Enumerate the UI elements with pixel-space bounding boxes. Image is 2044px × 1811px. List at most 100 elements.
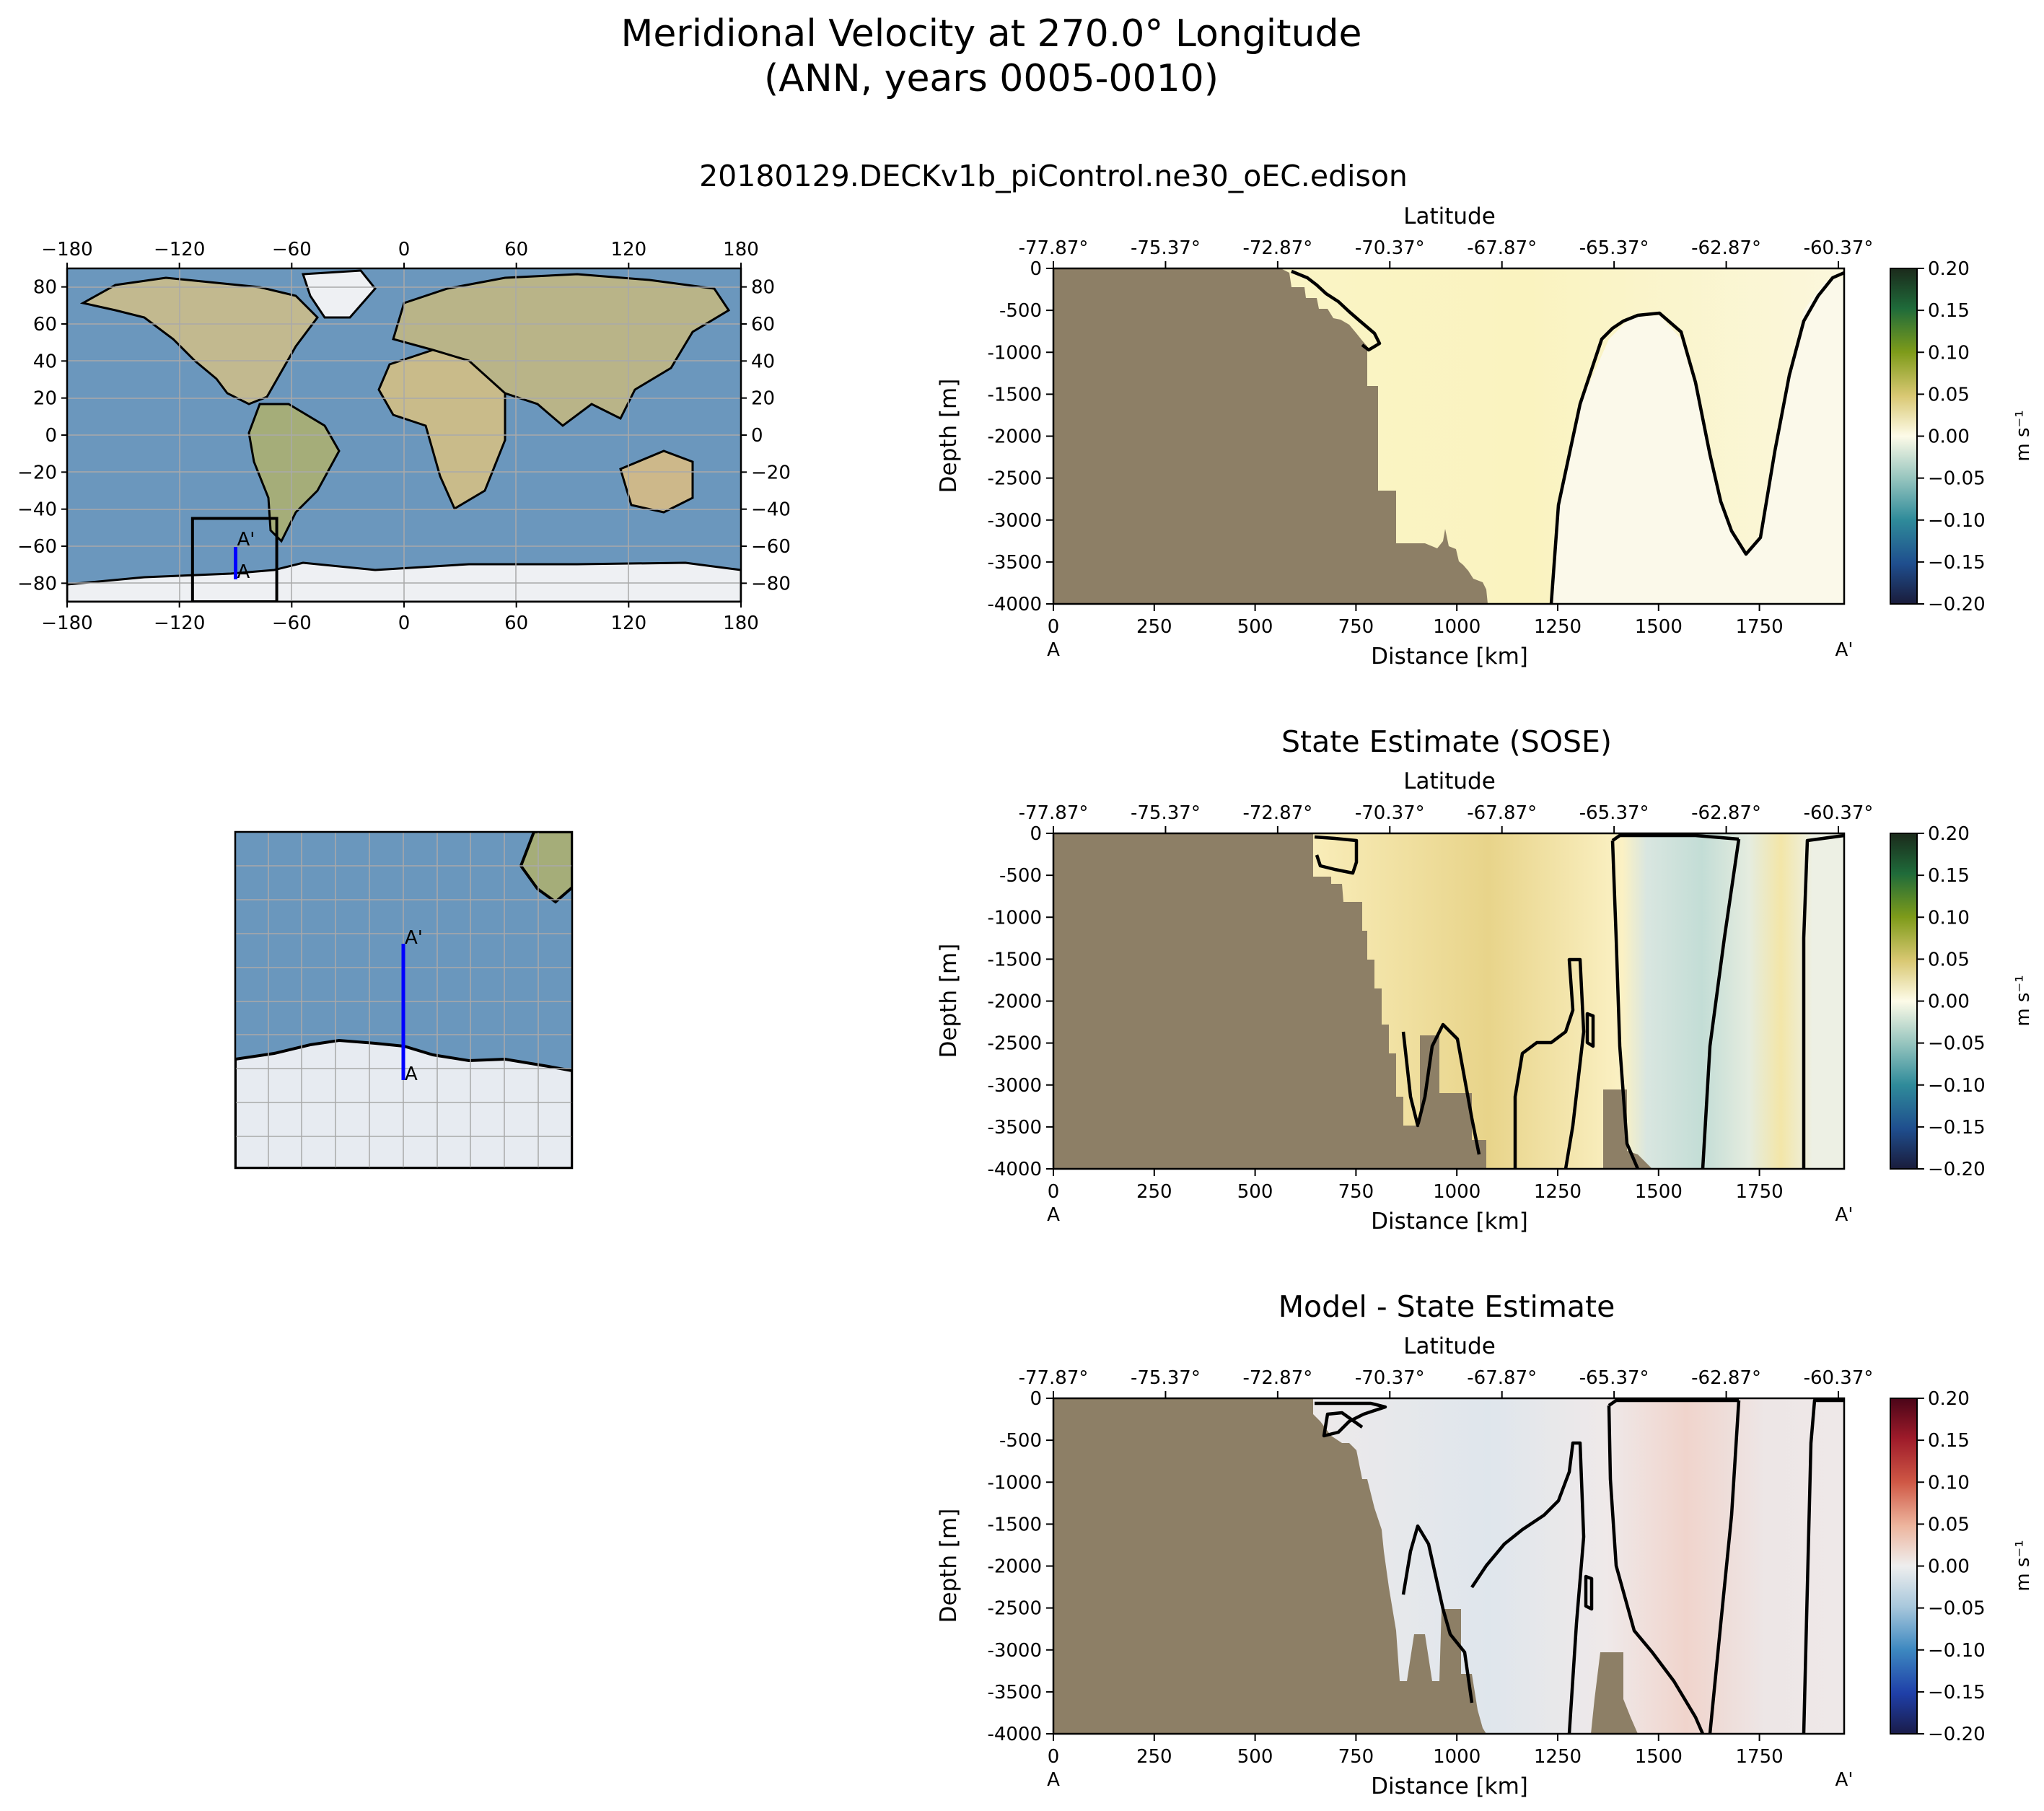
- map-y-tick-label-left: −40: [17, 499, 57, 521]
- panel-data-area: [1053, 1398, 1844, 1735]
- lat-tick-label: -77.87°: [1019, 802, 1089, 824]
- contour-central-blob: [1584, 1574, 1594, 1611]
- map-x-tick-label-bottom: −180: [41, 613, 92, 634]
- lat-tick-label: -67.87°: [1467, 237, 1537, 259]
- contour-front-east: [1708, 1400, 1741, 1735]
- colorbar-tick-label: −0.10: [1928, 1075, 1986, 1097]
- contour-east: [1802, 1398, 1844, 1735]
- y-tick-label: -2500: [987, 1033, 1042, 1055]
- panel-colorbar: 0.20 0.15 0.10 0.05 0.00 −0.05 −0.10 −0.15 −0.20…: [1890, 1388, 2034, 1745]
- map-x-tick-label-bottom: 60: [504, 613, 528, 634]
- panel-colorbar: 0.20 0.15 0.10 0.05 0.00 −0.05 −0.10 −0.15 −0.20…: [1890, 258, 2034, 615]
- contour-front-east: [1701, 838, 1741, 1170]
- panel-ylabel: Depth [m]: [936, 944, 962, 1058]
- colorbar-tick-label: 0.15: [1928, 1430, 1970, 1452]
- y-tick-label: -4000: [987, 594, 1042, 615]
- panel-y-ticks: 0 -500 -1000 -1500 -2000 -2500 -3000 -3500 -4000: [987, 1388, 1053, 1745]
- lat-tick-label: -62.87°: [1691, 1367, 1761, 1389]
- panel-x-ticks: 0 250 500 750 1000 1250 1500 1750: [1048, 1169, 1784, 1203]
- x-tick-label: 1500: [1635, 1746, 1683, 1768]
- colorbar-ticks: 0.20 0.15 0.10 0.05 0.00 −0.05 −0.10 −0.15 −0.20: [1917, 1388, 1986, 1745]
- colorbar-tick-label: 0.20: [1928, 1388, 1970, 1410]
- x-tick-label: 1000: [1433, 1181, 1481, 1203]
- panel-contours: [1314, 833, 1845, 1170]
- contour-deep-west: [1401, 1524, 1474, 1703]
- map-y-tick-label-left: 60: [33, 314, 57, 336]
- x-tick-label: 1000: [1433, 616, 1481, 638]
- global-transect-label-start: A: [237, 561, 250, 583]
- y-tick-label: -3500: [987, 1117, 1042, 1139]
- map-y-tick-label-right: −20: [751, 462, 791, 483]
- lat-tick-label: -62.87°: [1691, 802, 1761, 824]
- x-tick-label: 500: [1237, 1746, 1273, 1768]
- colorbar-tick-label: 0.00: [1928, 1556, 1970, 1578]
- map-x-tick-label-bottom: 120: [611, 613, 647, 634]
- contour-front-top: [1611, 833, 1740, 842]
- colorbar-tick-label: −0.05: [1928, 468, 1986, 490]
- contour-shelf: [1314, 835, 1359, 875]
- map-y-tick-label-left: 80: [33, 277, 57, 299]
- y-tick-label: -2500: [987, 468, 1042, 490]
- lat-tick-label: -70.37°: [1355, 1367, 1425, 1389]
- map-y-tick-label-left: 20: [33, 388, 57, 410]
- contour-central: [1513, 957, 1586, 1170]
- map-x-tick-label-top: 120: [611, 239, 647, 260]
- contour-mid-basin: [1401, 1022, 1481, 1155]
- lat-tick-label: -70.37°: [1355, 237, 1425, 259]
- y-tick-label: -4000: [987, 1724, 1042, 1745]
- colorbar-tick-label: 0.20: [1928, 823, 1970, 845]
- y-tick-label: -1000: [987, 342, 1042, 364]
- x-tick-label: 1500: [1635, 1181, 1683, 1203]
- colorbar-ticks: 0.20 0.15 0.10 0.05 0.00 −0.05 −0.10 −0.15 −0.20: [1917, 258, 1986, 615]
- colorbar-label: m s⁻¹: [2012, 410, 2034, 461]
- panel-bathymetry-ridge: [1603, 1089, 1652, 1169]
- contour-central: [1470, 1441, 1586, 1735]
- map-y-tick-label-right: 0: [751, 425, 763, 447]
- x-tick-label: 1000: [1433, 1746, 1481, 1768]
- lat-tick-label: -75.37°: [1131, 1367, 1201, 1389]
- y-tick-label: 0: [1030, 258, 1042, 280]
- colorbar-gradient: [1890, 1398, 1918, 1735]
- map-y-tick-label-right: −60: [751, 536, 791, 558]
- lat-tick-label: -75.37°: [1131, 802, 1201, 824]
- panel-bathymetry: [1053, 268, 1488, 604]
- x-tick-label: 750: [1338, 616, 1374, 638]
- section-panel-model: 20180129.DECKv1b_piControl.ne30_oEC.edis…: [699, 159, 2034, 670]
- map-x-tick-label-bottom: −60: [272, 613, 312, 634]
- continent-greenland: [301, 269, 377, 319]
- panel-endpoint-end: A': [1835, 1204, 1854, 1226]
- colorbar-tick-label: −0.20: [1928, 1724, 1986, 1745]
- y-tick-label: -3000: [987, 510, 1042, 532]
- colorbar-tick-label: 0.05: [1928, 949, 1970, 970]
- y-tick-label: -3000: [987, 1075, 1042, 1097]
- x-tick-label: 750: [1338, 1746, 1374, 1768]
- x-tick-label: 1250: [1534, 1746, 1582, 1768]
- colorbar-tick-label: 0.10: [1928, 1472, 1970, 1494]
- y-tick-label: -500: [999, 300, 1042, 322]
- colorbar-tick-label: 0.00: [1928, 991, 1970, 1013]
- lat-tick-label: -77.87°: [1019, 1367, 1089, 1389]
- colorbar-tick-label: 0.10: [1928, 907, 1970, 929]
- x-tick-label: 500: [1237, 1181, 1273, 1203]
- section-panel-difference: Model - State Estimate Latitude 0 250 500 7…: [936, 1289, 2034, 1799]
- panel-colorbar: 0.20 0.15 0.10 0.05 0.00 −0.05 −0.10 −0.15 −0.20…: [1890, 823, 2034, 1180]
- inset-map-frame: [234, 830, 574, 1170]
- panel-latitude-ticks: -77.87° -75.37° -72.87° -70.37° -67.87° -65.3…: [1019, 802, 1873, 833]
- lat-tick-label: -67.87°: [1467, 802, 1537, 824]
- contour-east-edge: [1802, 833, 1845, 1169]
- colorbar-tick-label: −0.15: [1928, 552, 1986, 574]
- panel-data-area: [1053, 833, 1845, 1170]
- x-tick-label: 250: [1136, 1746, 1172, 1768]
- panel-contours: [1291, 269, 1845, 605]
- inset-region-box: [190, 517, 278, 602]
- x-tick-label: 1500: [1635, 616, 1683, 638]
- x-tick-label: 0: [1048, 616, 1060, 638]
- colorbar-tick-label: −0.15: [1928, 1682, 1986, 1703]
- global-map: A' A −180 −180 −120 −120 −60 −60 0 0 60 60 120 120 1…: [17, 239, 791, 634]
- lat-tick-label: -67.87°: [1467, 1367, 1537, 1389]
- panel-title: 20180129.DECKv1b_piControl.ne30_oEC.edis…: [699, 159, 1408, 193]
- lat-tick-label: -65.37°: [1579, 1367, 1649, 1389]
- colorbar-tick-label: −0.20: [1928, 594, 1986, 615]
- panel-ylabel: Depth [m]: [936, 1509, 962, 1623]
